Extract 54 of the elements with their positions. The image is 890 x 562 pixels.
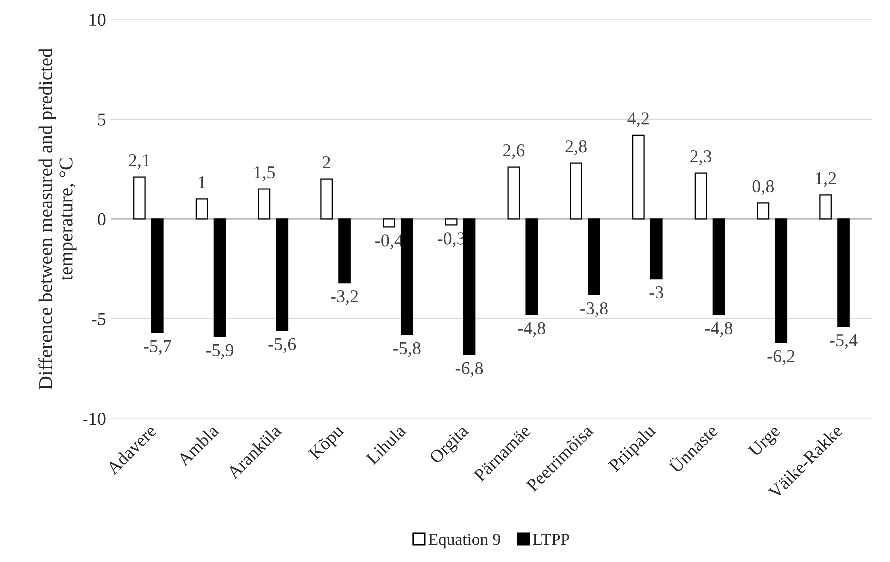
- bar: [338, 218, 351, 284]
- bar: [134, 176, 146, 220]
- bar: [694, 172, 708, 220]
- bar: [632, 134, 645, 220]
- data-label: 1,2: [816, 172, 836, 188]
- data-label: -6,2: [768, 350, 795, 366]
- data-label: 4,2: [628, 112, 649, 128]
- data-label: 1: [199, 176, 206, 188]
- data-label: -3,2: [331, 290, 358, 306]
- y-tick-label: 5: [98, 114, 106, 126]
- bar: [196, 198, 208, 220]
- bar: [588, 218, 600, 296]
- bar: [151, 218, 164, 334]
- bar: [775, 218, 788, 344]
- legend-label: Equation 9: [428, 534, 500, 549]
- data-label: -5,8: [394, 342, 421, 358]
- bar: [508, 166, 520, 220]
- bar: [463, 218, 476, 356]
- data-label: -5,9: [206, 344, 234, 360]
- y-tick-label: 0: [98, 213, 106, 226]
- y-axis-title: Difference between measured and predicted temperature, °C: [38, 48, 77, 390]
- data-label: -3,8: [580, 302, 608, 318]
- data-label: 1,5: [254, 166, 276, 182]
- y-tick-label: -5: [92, 313, 106, 326]
- bar: [320, 178, 333, 220]
- data-label: 2: [323, 156, 330, 168]
- legend-label: LTPP: [533, 534, 570, 546]
- bar: [570, 162, 582, 220]
- bar: [820, 194, 832, 220]
- bar: [445, 218, 458, 226]
- bar: [526, 218, 538, 316]
- bar: [383, 218, 396, 228]
- data-label: -5,6: [268, 338, 296, 354]
- data-label: -4,8: [705, 322, 733, 338]
- bar: [757, 202, 770, 220]
- data-label: -5,4: [830, 334, 858, 350]
- data-label: 2,1: [129, 154, 150, 170]
- bar: [400, 218, 414, 336]
- bar: [712, 218, 726, 316]
- bar: [838, 218, 850, 328]
- data-label: -5,7: [144, 340, 172, 356]
- bar: [258, 188, 271, 220]
- y-tick-label: -10: [82, 412, 106, 426]
- data-label: 2,3: [690, 150, 712, 166]
- bar: [276, 218, 289, 332]
- data-label: -3: [650, 286, 664, 299]
- data-label: 2,6: [503, 144, 525, 160]
- y-tick-label: 10: [90, 14, 106, 26]
- bar: [650, 218, 663, 280]
- data-label: -6,8: [456, 362, 484, 378]
- bar: [214, 218, 226, 338]
- data-label: 2,8: [566, 140, 587, 156]
- data-label: -4,8: [518, 322, 546, 338]
- data-label: 0,8: [752, 180, 774, 196]
